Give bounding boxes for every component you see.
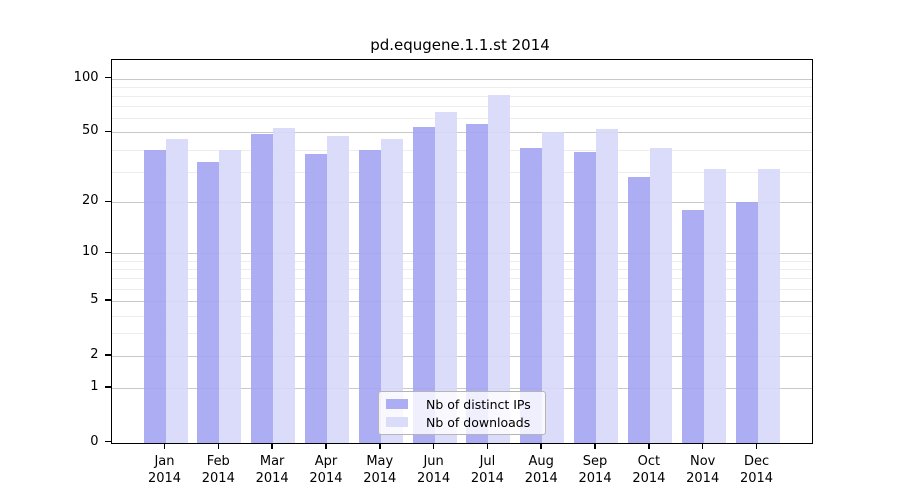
gridline-major-1: [111, 387, 812, 389]
gridline-minor-70: [111, 106, 812, 108]
plot-area: [110, 58, 813, 444]
y-tick-50: [104, 130, 111, 133]
x-tick-dec-2014: [755, 443, 758, 449]
gridline-minor-8: [111, 269, 812, 271]
bar-jul-2014-downloads: [488, 95, 511, 443]
x-tick-oct-2014: [648, 443, 650, 449]
gridline-major-50: [111, 132, 812, 134]
legend-item-distinct-ips: Nb of distinct IPs: [386, 397, 537, 412]
gridline-minor-30: [111, 171, 812, 173]
bar-feb-2014-distinct-ips: [197, 162, 220, 443]
gridline-major-20: [111, 202, 812, 204]
y-tick-10: [104, 251, 111, 254]
x-tick-sep-2014: [594, 443, 596, 449]
gridline-minor-40: [111, 149, 812, 151]
bar-oct-2014-distinct-ips: [627, 176, 650, 443]
x-tick-label-jan-2014: Jan 2014: [147, 453, 182, 486]
y-tick-5: [104, 299, 111, 301]
x-tick-label-may-2014: May 2014: [363, 453, 397, 486]
gridline-minor-4: [111, 315, 812, 317]
legend-item-downloads: Nb of downloads: [386, 415, 537, 430]
legend-label-distinct-ips: Nb of distinct IPs: [426, 396, 531, 412]
bar-feb-2014-downloads: [219, 149, 242, 443]
y-tick-1: [104, 386, 111, 388]
gridline-major-5: [111, 301, 812, 303]
gridline-minor-7: [111, 278, 812, 280]
y-tick-label-100: 100: [73, 69, 99, 85]
bar-apr-2014-distinct-ips: [304, 153, 327, 443]
gridline-minor-3: [111, 333, 812, 335]
x-tick-jun-2014: [432, 443, 435, 449]
bar-dec-2014-downloads: [757, 169, 780, 443]
x-tick-label-feb-2014: Feb 2014: [201, 453, 235, 486]
gridline-major-100: [111, 78, 812, 80]
y-tick-label-20: 20: [81, 193, 99, 209]
gridline-major-10: [111, 253, 812, 255]
x-tick-label-nov-2014: Nov 2014: [686, 453, 720, 486]
legend-label-downloads: Nb of downloads: [426, 414, 531, 430]
x-tick-label-dec-2014: Dec 2014: [739, 453, 774, 486]
bar-jan-2014-downloads: [165, 138, 188, 443]
x-tick-feb-2014: [217, 443, 220, 449]
x-tick-jan-2014: [163, 443, 166, 449]
bar-aug-2014-downloads: [542, 132, 565, 443]
gridline-minor-60: [111, 118, 812, 120]
bar-nov-2014-downloads: [703, 169, 726, 443]
bar-jun-2014-downloads: [434, 112, 457, 443]
bar-aug-2014-distinct-ips: [520, 147, 543, 443]
bar-mar-2014-downloads: [273, 127, 296, 443]
x-tick-apr-2014: [325, 443, 327, 449]
x-tick-label-aug-2014: Aug 2014: [524, 453, 558, 486]
x-tick-label-oct-2014: Oct 2014: [632, 453, 666, 486]
bar-jan-2014-distinct-ips: [143, 149, 166, 443]
y-tick-label-10: 10: [81, 244, 99, 260]
y-tick-label-1: 1: [90, 378, 99, 394]
y-axis: 100 50 20 10 5 2 1 0: [0, 59, 111, 449]
x-tick-label-jul-2014: Jul 2014: [470, 453, 504, 486]
x-tick-may-2014: [379, 443, 381, 449]
gridline-minor-90: [111, 86, 812, 88]
y-tick-2: [104, 354, 111, 356]
x-tick-label-sep-2014: Sep 2014: [578, 453, 612, 486]
y-tick-20: [104, 200, 111, 203]
x-tick-label-apr-2014: Apr 2014: [309, 453, 343, 486]
x-axis: Jan 2014 Feb 2014 Mar 2014 Apr 2014 May 2014 Jun 20…: [111, 443, 811, 500]
bar-nov-2014-distinct-ips: [681, 210, 704, 443]
legend: Nb of distinct IPs Nb of downloads: [378, 391, 546, 435]
bar-oct-2014-downloads: [649, 147, 672, 443]
gridline-minor-80: [111, 95, 812, 97]
legend-swatch-distinct-ips: [386, 399, 408, 409]
bar-mar-2014-distinct-ips: [251, 134, 274, 443]
gridline-minor-9: [111, 260, 812, 262]
y-tick-label-5: 5: [90, 292, 99, 308]
x-tick-mar-2014: [271, 443, 273, 449]
bar-dec-2014-distinct-ips: [735, 202, 758, 443]
x-tick-jul-2014: [486, 443, 489, 449]
x-tick-label-mar-2014: Mar 2014: [255, 453, 289, 486]
y-tick-label-0: 0: [90, 433, 99, 449]
legend-swatch-downloads: [386, 417, 408, 427]
bar-jul-2014-distinct-ips: [466, 123, 489, 443]
bar-sep-2014-distinct-ips: [574, 151, 597, 443]
x-tick-nov-2014: [701, 443, 704, 449]
chart-title: pd.equgene.1.1.st 2014: [370, 36, 550, 54]
gridline-minor-6: [111, 289, 812, 291]
bar-may-2014-downloads: [380, 138, 403, 443]
x-tick-aug-2014: [540, 443, 542, 449]
y-tick-label-2: 2: [90, 346, 99, 362]
y-tick-0: [104, 440, 111, 443]
bar-apr-2014-downloads: [326, 135, 349, 443]
y-tick-label-50: 50: [81, 123, 99, 139]
x-tick-label-jun-2014: Jun 2014: [417, 453, 451, 486]
bar-sep-2014-downloads: [596, 129, 619, 443]
y-tick-100: [104, 76, 111, 79]
bar-may-2014-distinct-ips: [358, 149, 381, 443]
bar-jun-2014-distinct-ips: [412, 126, 435, 443]
gridline-major-2: [111, 355, 812, 357]
